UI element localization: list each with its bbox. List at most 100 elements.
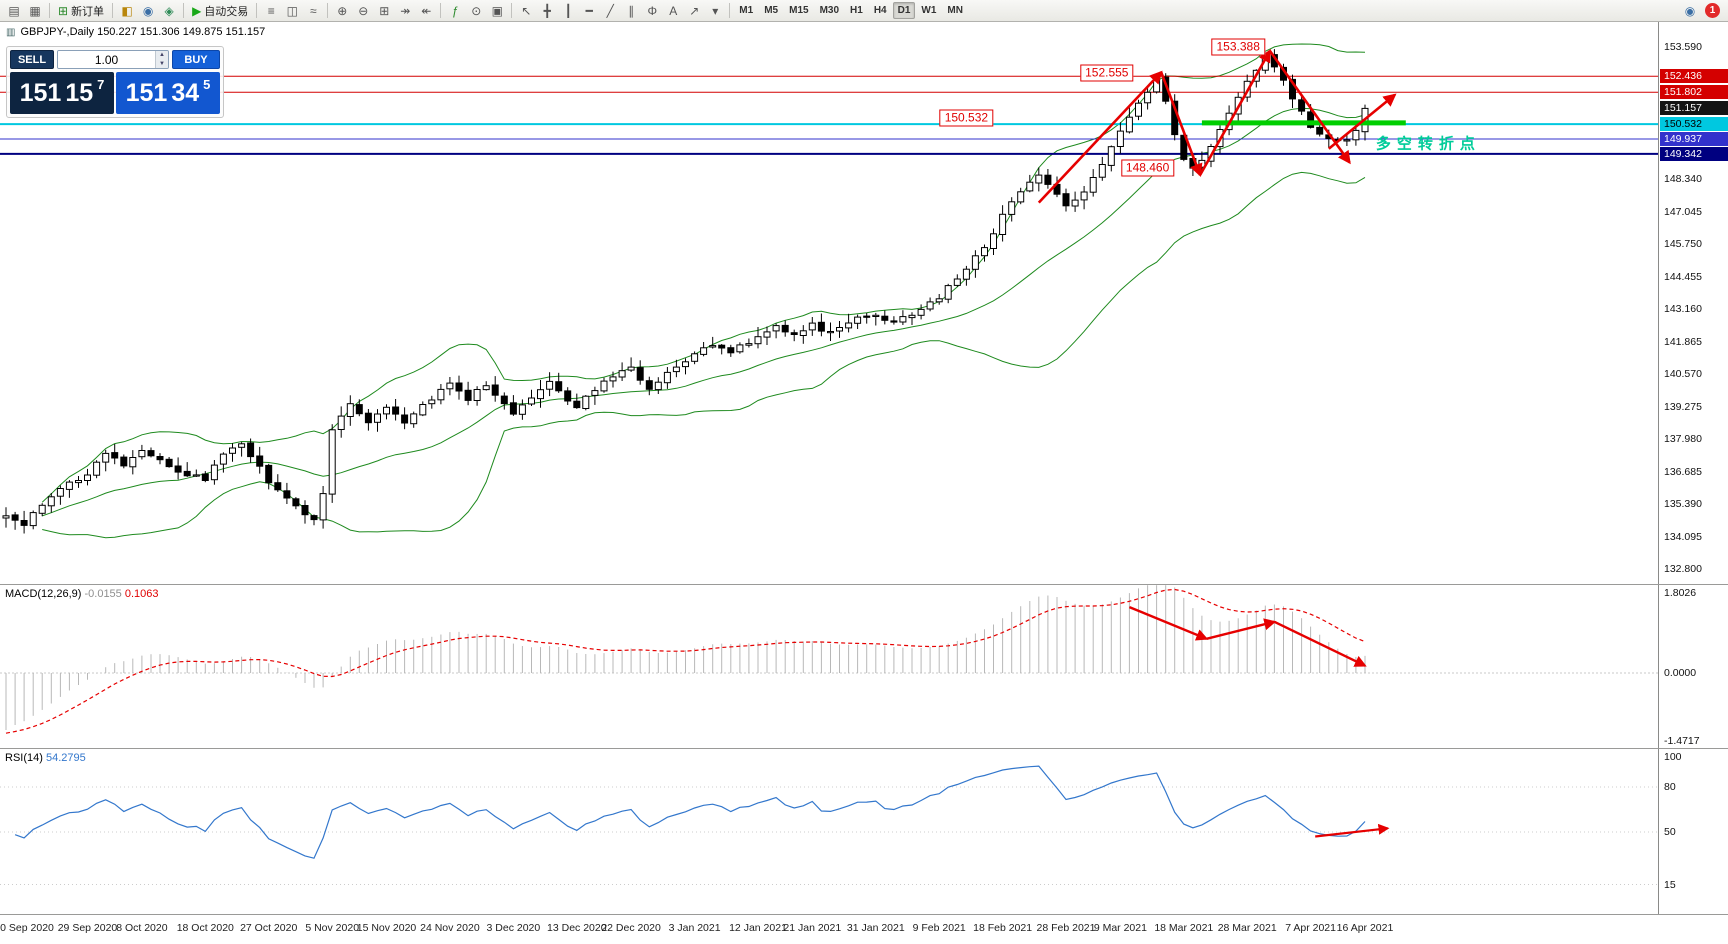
date-label: 3 Dec 2020 — [486, 922, 541, 934]
price-callout: 148.460 — [1120, 159, 1175, 177]
line-chart-icon: ≈ — [310, 3, 317, 18]
bar-chart-button[interactable]: ≡ — [261, 2, 281, 20]
timeframe-mn-button[interactable]: MN — [947, 5, 963, 16]
macd-indicator-panel[interactable]: MACD(12,26,9) -0.0155 0.1063 — [0, 585, 1658, 748]
sell-button[interactable]: SELL — [10, 50, 54, 69]
bull-bear-turning-point-note: 多空转折点 — [1375, 135, 1481, 153]
shapes-dropdown-button[interactable]: ▾ — [705, 2, 725, 20]
tile-windows-button[interactable]: ⊞ — [374, 2, 394, 20]
price-callout: 153.388 — [1211, 38, 1265, 56]
volume-up-button[interactable]: ▲ — [156, 51, 168, 60]
toolbar-separator — [440, 3, 442, 18]
date-label: 27 Oct 2020 — [240, 922, 298, 934]
price-scale-label: 134.095 — [1664, 530, 1702, 543]
buy-price[interactable]: 151 34 5 — [116, 72, 220, 114]
zoom-out-button[interactable]: ⊖ — [353, 2, 373, 20]
data-window-icon: ◉ — [142, 3, 154, 18]
periods-icon: ⊙ — [471, 3, 482, 18]
new-order-icon: ⊞ — [58, 3, 69, 18]
market-watch-icon: ◧ — [121, 3, 133, 18]
auto-trading-button[interactable]: ▶ 自动交易 — [188, 2, 252, 20]
timeframe-h1-button[interactable]: H1 — [850, 5, 863, 16]
timeframe-m15-button[interactable]: M15 — [789, 5, 809, 16]
chart-mini-icon: ▥ — [6, 26, 16, 38]
timeframe-d1-button[interactable]: D1 — [892, 2, 916, 19]
date-label: 16 Apr 2021 — [1336, 922, 1394, 934]
panel-divider[interactable] — [0, 584, 1728, 585]
periods-button[interactable]: ⊙ — [466, 2, 486, 20]
trendline-button[interactable]: ╱ — [600, 2, 620, 20]
volume-input[interactable] — [58, 51, 155, 68]
new-order-button[interactable]: ⊞ 新订单 — [54, 2, 108, 20]
crosshair-button[interactable]: ╋ — [537, 2, 557, 20]
date-label: 28 Feb 2021 — [1036, 922, 1096, 934]
price-scale-box: 149.937 — [1660, 132, 1728, 146]
cursor-button[interactable]: ↖ — [516, 2, 536, 20]
chart-shift-icon: ↞ — [421, 3, 432, 18]
price-scale-box: 152.436 — [1660, 69, 1728, 84]
data-window-button[interactable]: ◉ — [138, 2, 158, 20]
macd-main-value: -0.0155 — [84, 588, 122, 600]
timeframe-m30-button[interactable]: M30 — [819, 5, 840, 16]
templates-button[interactable]: ▣ — [487, 2, 507, 20]
line-chart-button[interactable]: ≈ — [303, 2, 323, 20]
buy-price-big: 151 — [125, 78, 168, 107]
toolbar-separator — [327, 3, 329, 18]
market-watch-button[interactable]: ◧ — [117, 2, 137, 20]
navigator-button[interactable]: ◈ — [159, 2, 179, 20]
arrows-button[interactable]: ↗ — [684, 2, 704, 20]
chart-shift-button[interactable]: ↞ — [416, 2, 436, 20]
fibonacci-button[interactable]: Φ — [642, 2, 662, 20]
volume-down-button[interactable]: ▼ — [156, 59, 168, 68]
vertical-line-button[interactable]: ┃ — [558, 2, 578, 20]
price-scale-label: 144.455 — [1664, 270, 1702, 283]
timeframe-w1-button[interactable]: W1 — [921, 5, 937, 16]
time-axis[interactable]: 20 Sep 2020 29 Sep 2020 8 Oct 2020 18 Oct 2… — [0, 915, 1728, 944]
price-scale-box: 151.157 — [1660, 101, 1728, 116]
price-scale-label: 141.865 — [1664, 335, 1702, 348]
profiles-button[interactable]: ▦ — [25, 2, 45, 20]
horizontal-line-button[interactable]: ━ — [579, 2, 599, 20]
price-chart-canvas — [0, 43, 1658, 539]
arrows-icon: ↗ — [689, 3, 700, 18]
toolbar: ▤ ▦ ⊞ 新订单 ◧ ◉ ◈ ▶ 自动交易 ≡ ◫ ≈ ⊕ ⊖ ⊞ ↠ ↞ ƒ ⊙ ▣ ↖ ╋ ┃ ━ ╱ ∥ Φ A ↗ ▾ M1 M5 M… — [0, 0, 1728, 22]
text-button[interactable]: A — [663, 2, 683, 20]
trendline-icon: ╱ — [606, 3, 614, 18]
horizontal-line-icon: ━ — [585, 3, 593, 18]
rsi-scale-label: 50 — [1664, 826, 1676, 838]
date-label: 24 Nov 2020 — [420, 922, 480, 934]
auto-trading-icon: ▶ — [192, 3, 202, 18]
timeframe-h4-button[interactable]: H4 — [873, 5, 887, 16]
rsi-indicator-panel[interactable]: RSI(14) 54.2795 — [0, 749, 1658, 914]
date-label: 12 Jan 2021 — [729, 922, 787, 934]
notifications-badge[interactable]: 1 — [1705, 3, 1720, 18]
chart-window-button[interactable]: ▤ — [4, 2, 24, 20]
cursor-icon: ↖ — [521, 3, 532, 18]
buy-button[interactable]: BUY — [172, 50, 220, 69]
volume-spinner: ▲ ▼ — [155, 51, 168, 68]
panel-divider[interactable] — [0, 748, 1728, 749]
price-scale[interactable]: 153.590 148.340 147.045 145.750 144.455 143.1… — [1658, 22, 1728, 915]
price-scale-label: 139.275 — [1664, 400, 1702, 413]
community-button[interactable]: ◉ — [1680, 2, 1700, 20]
price-callout: 152.555 — [1080, 64, 1134, 82]
auto-scroll-button[interactable]: ↠ — [395, 2, 415, 20]
price-scale-label: 147.045 — [1664, 205, 1702, 218]
chart-workspace: ▥ GBPJPY-,Daily 150.227 151.306 149.875 … — [0, 22, 1728, 944]
sell-price[interactable]: 151 15 7 — [10, 72, 114, 114]
price-scale-box: 150.532 — [1660, 117, 1728, 132]
date-label: 8 Oct 2020 — [116, 922, 168, 934]
toolbar-separator — [256, 3, 258, 18]
zoom-in-button[interactable]: ⊕ — [332, 2, 352, 20]
indicators-button[interactable]: ƒ — [445, 2, 465, 20]
timeframe-m5-button[interactable]: M5 — [764, 5, 779, 16]
candlestick-chart-button[interactable]: ◫ — [282, 2, 302, 20]
date-label: 31 Jan 2021 — [846, 922, 905, 934]
timeframe-m1-button[interactable]: M1 — [739, 5, 754, 16]
chart-title-text: GBPJPY-,Daily 150.227 151.306 149.875 15… — [20, 26, 266, 38]
rsi-value: 54.2795 — [45, 752, 86, 764]
equidistant-channel-button[interactable]: ∥ — [621, 2, 641, 20]
price-chart-panel[interactable]: ▥ GBPJPY-,Daily 150.227 151.306 149.875 … — [0, 22, 1658, 584]
date-label: 5 Nov 2020 — [305, 922, 360, 934]
price-callout: 150.532 — [939, 109, 994, 127]
